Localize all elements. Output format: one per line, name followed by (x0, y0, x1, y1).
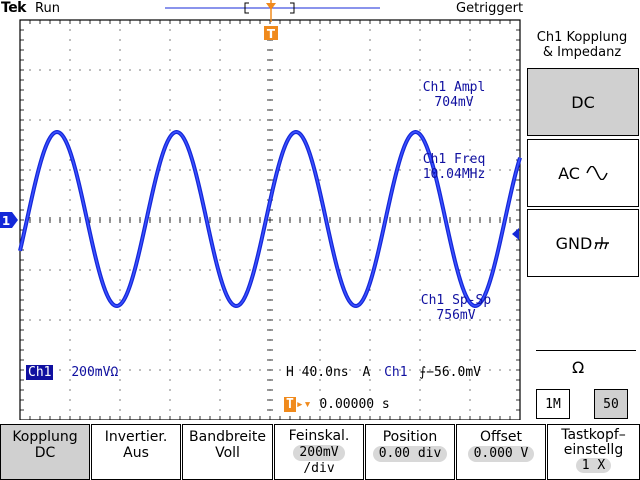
ampl-value: 704mV (434, 95, 474, 110)
horizontal-trigger-status: H 40.0ns A Ch1 ⨍−56.0mV (286, 365, 481, 380)
bottom-invert-value: Aus (123, 445, 149, 461)
bottom-bandwidth-button[interactable]: Bandbreite Voll (182, 424, 273, 480)
impedance-label: Ω (572, 358, 585, 377)
ch1-status: Ch1 200mVΩ (26, 365, 118, 380)
impedance-1m-button[interactable]: 1M (536, 389, 570, 419)
ampl-label: Ch1 Ampl (422, 80, 486, 95)
impedance-50-button[interactable]: 50 (594, 389, 628, 419)
pkpk-value: 756mV (436, 308, 476, 323)
bottom-probe-title-line1: Tastkopf– (561, 427, 626, 443)
bottom-fine-scale-unit: /div (303, 461, 335, 476)
bottom-invert-title: Invertier. (104, 429, 168, 445)
bottom-kopplung-value: DC (34, 445, 56, 461)
side-menu-divider (536, 350, 636, 351)
ch1-scale: 200mV (71, 365, 111, 380)
impedance-1m-label: 1M (545, 396, 561, 412)
trigger-position-icon: T (284, 397, 296, 412)
ch1-trace-highlight (19, 131, 521, 307)
bottom-invert-button[interactable]: Invertier. Aus (91, 424, 181, 480)
bottom-position-button[interactable]: Position 0.00 div (365, 424, 455, 480)
trigger-level: −56.0mV (426, 365, 481, 380)
ch1-impedance-symbol: Ω (110, 365, 119, 380)
measurement-peak-to-peak: Ch1 Sp-Sp 756mV (400, 293, 512, 323)
brand-logo: Tek (1, 0, 27, 16)
bottom-offset-button[interactable]: Offset 0.000 V (456, 424, 546, 480)
bottom-probe-title-line2: einstellg (563, 442, 624, 458)
ch1-label: Ch1 (26, 365, 54, 380)
coupling-gnd-button[interactable]: GND (527, 209, 639, 277)
measurement-amplitude: Ch1 Ampl 704mV (404, 80, 504, 110)
bottom-fine-scale-button[interactable]: Feinskal. 200mV /div (274, 424, 364, 480)
ac-sine-icon (586, 166, 608, 180)
trigger-arrow-icon: ▸▾ (295, 397, 312, 412)
coupling-gnd-label: GND (555, 233, 593, 253)
trigger-position-value: 0.00000 s (319, 397, 390, 412)
side-menu-title: Ch1 Kopplung & Impedanz (524, 30, 640, 60)
trigger-source: Ch1 (384, 365, 408, 380)
run-state: Run (35, 1, 60, 16)
bottom-position-title: Position (382, 429, 438, 445)
coupling-dc-label: DC (571, 92, 595, 112)
measurement-frequency: Ch1 Freq 10.04MHz (404, 152, 504, 182)
coupling-dc-button[interactable]: DC (527, 68, 639, 136)
bottom-offset-title: Offset (479, 429, 523, 445)
bottom-bandwidth-value: Voll (215, 445, 240, 461)
coupling-ac-label: AC (558, 163, 580, 183)
graticule-grid (19, 19, 521, 420)
top-status-bar: Tek Run Getriggert (0, 0, 640, 18)
bottom-kopplung-title: Kopplung (12, 429, 78, 445)
ch1-ground-marker: 1 (0, 212, 18, 228)
impedance-50-label: 50 (603, 396, 619, 412)
trigger-position-marker: T (264, 0, 278, 41)
bottom-probe-setup-button[interactable]: Tastkopf– einstellg 1 X (547, 424, 640, 480)
trigger-mode: A (362, 365, 371, 380)
bottom-offset-value: 0.000 V (467, 446, 535, 462)
freq-label: Ch1 Freq (422, 152, 486, 167)
freq-value: 10.04MHz (422, 167, 486, 182)
ground-icon (594, 237, 610, 250)
ch1-marker-label: 1 (2, 214, 10, 228)
bottom-position-value: 0.00 div (372, 446, 448, 462)
bottom-kopplung-button[interactable]: Kopplung DC (0, 424, 90, 480)
trigger-marker-label: T (267, 27, 276, 41)
side-menu-title-line1: Ch1 Kopplung (536, 30, 628, 45)
waveform-display: T 1 (0, 0, 522, 420)
rising-edge-icon: ⨍ (419, 365, 427, 380)
trigger-status: Getriggert (456, 1, 524, 16)
bottom-fine-scale-value: 200mV (293, 445, 345, 461)
side-menu-title-line2: & Impedanz (542, 45, 622, 60)
bottom-bandwidth-title: Bandbreite (189, 429, 266, 445)
bottom-probe-value: 1 X (575, 458, 612, 473)
bottom-fine-scale-title: Feinskal. (288, 428, 350, 444)
trigger-position-readout: T ▸▾ 0.00000 s (284, 397, 390, 412)
trigger-level-marker (512, 228, 519, 240)
pkpk-label: Ch1 Sp-Sp (420, 293, 492, 308)
coupling-ac-button[interactable]: AC (527, 139, 639, 207)
horizontal-scale: H 40.0ns (286, 365, 349, 380)
record-window-bracket (244, 2, 295, 14)
